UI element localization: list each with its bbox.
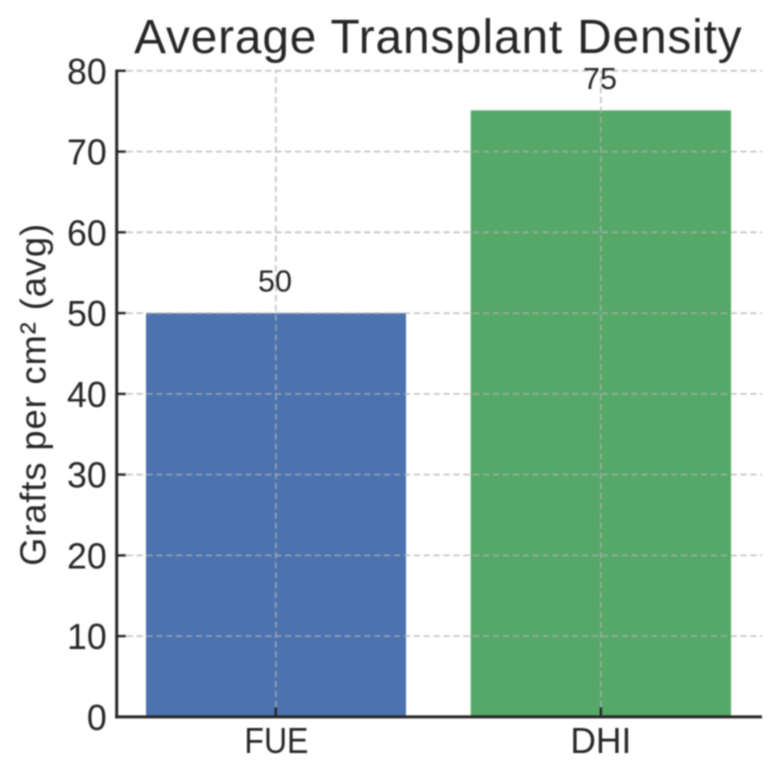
svg-text:Grafts per cm² (avg): Grafts per cm² (avg) <box>13 224 54 566</box>
svg-text:60: 60 <box>67 213 107 253</box>
svg-text:0: 0 <box>87 698 107 738</box>
svg-text:Average Transplant Density: Average Transplant Density <box>134 11 742 64</box>
svg-text:80: 80 <box>67 52 107 92</box>
svg-text:50: 50 <box>258 265 292 299</box>
svg-text:50: 50 <box>67 294 107 334</box>
svg-text:DHI: DHI <box>570 721 631 761</box>
svg-text:75: 75 <box>583 62 617 96</box>
svg-text:40: 40 <box>67 375 107 415</box>
svg-text:10: 10 <box>67 617 107 657</box>
svg-text:70: 70 <box>67 133 107 173</box>
svg-text:20: 20 <box>67 536 107 576</box>
svg-text:FUE: FUE <box>244 721 308 761</box>
svg-text:30: 30 <box>67 456 107 496</box>
